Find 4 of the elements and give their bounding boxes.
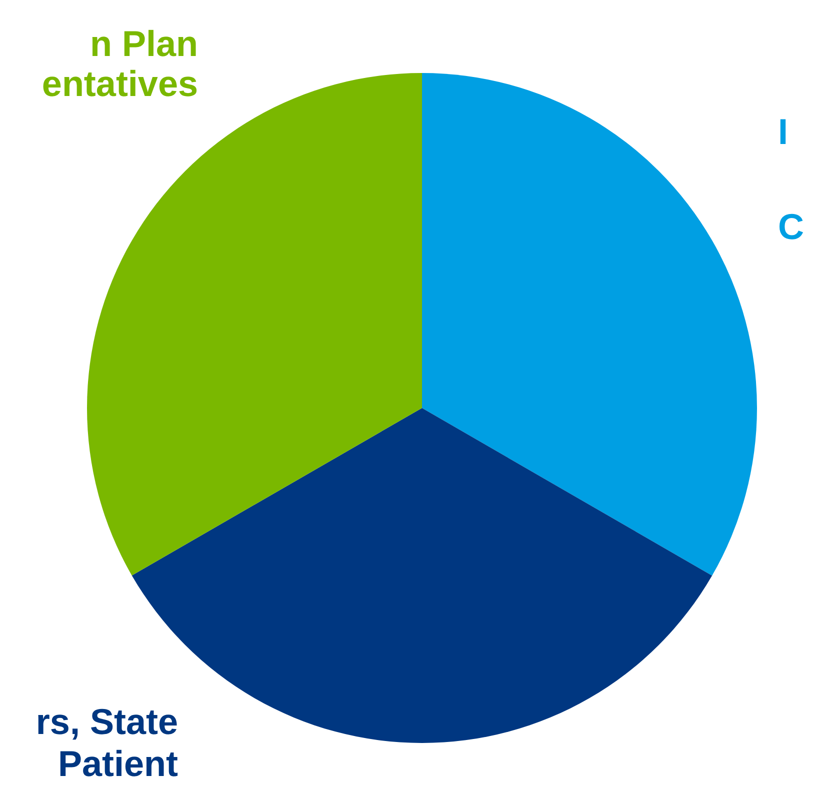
category-label: I C (778, 111, 804, 248)
pie-slice (422, 73, 757, 576)
slice-label: rs, State Patient (36, 701, 178, 784)
slice-label: n Plan entatives (42, 23, 198, 104)
